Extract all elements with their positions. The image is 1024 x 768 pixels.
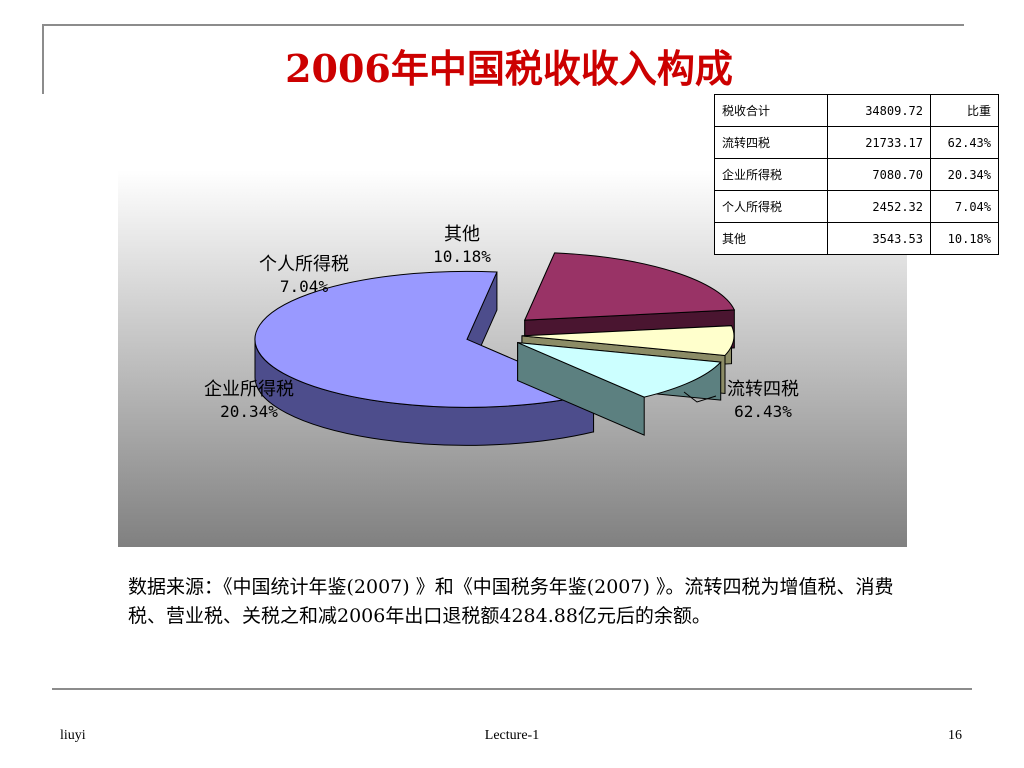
table-cell-value: 21733.17: [827, 126, 931, 159]
slice-leader-line: [683, 391, 717, 403]
pie-slice-top: [517, 342, 722, 398]
table-cell-share: 62.43%: [930, 126, 999, 159]
table-row: 企业所得税 7080.70 20.34%: [714, 158, 999, 191]
slice-label-value: 20.34%: [220, 402, 278, 421]
footer-lecture: Lecture-1: [484, 728, 540, 743]
pie-slice-top: [523, 252, 736, 321]
pie-slices: [254, 252, 736, 446]
table-cell-value: 3543.53: [827, 222, 931, 255]
table-cell-share: 10.18%: [930, 222, 999, 255]
slide-title: 2006年中国税收收入构成: [0, 38, 1024, 93]
slice-label-value: 10.18%: [433, 247, 491, 266]
slice-label-category: 个人所得税: [259, 254, 349, 275]
pie-slice-top: [521, 325, 735, 356]
slide-title-text: 2006年中国税收收入构成: [285, 46, 733, 91]
slice-label-category: 企业所得税: [204, 379, 294, 400]
pie-slice-4: [517, 341, 722, 436]
table-cell-label: 企业所得税: [714, 158, 828, 191]
table-row: 其他 3543.53 10.18%: [714, 222, 999, 255]
pie-slice-1: [254, 270, 596, 446]
table-cell-label: 税收合计: [714, 94, 828, 127]
table-row: 税收合计 34809.72 比重: [714, 94, 999, 127]
slice-label-category: 其他: [444, 224, 480, 245]
footer-rule: [52, 688, 972, 690]
footer-author: liuyi: [60, 728, 86, 743]
pie-labels: 流转四税 62.43% 企业所得税 20.34% 个人所得税 7.04% 其他 10.18%: [204, 224, 799, 421]
slide-frame-vertical: [42, 24, 44, 94]
table-cell-share: 7.04%: [930, 190, 999, 223]
table-row: 流转四税 21733.17 62.43%: [714, 126, 999, 159]
table-cell-value: 7080.70: [827, 158, 931, 191]
footer-page-number: 16: [948, 728, 962, 743]
table-cell-value: 2452.32: [827, 190, 931, 223]
slice-label-category: 流转四税: [727, 379, 799, 400]
table-cell-label: 其他: [714, 222, 828, 255]
source-note: 数据来源：《中国统计年鉴(2007) 》和《中国税务年鉴(2007) 》。流转四…: [128, 576, 894, 627]
table-cell-label: 个人所得税: [714, 190, 828, 223]
slice-label-value: 62.43%: [734, 402, 792, 421]
table-row: 个人所得税 2452.32 7.04%: [714, 190, 999, 223]
table-cell-value: 34809.72: [827, 94, 931, 127]
slice-label-value: 7.04%: [280, 277, 329, 296]
table-cell-share: 比重: [930, 94, 999, 127]
slide-frame-horizontal: [42, 24, 964, 26]
table-cell-share: 20.34%: [930, 158, 999, 191]
pie-slice-top: [254, 270, 596, 408]
table-cell-label: 流转四税: [714, 126, 828, 159]
tax-table: 税收合计 34809.72 比重 流转四税 21733.17 62.43% 企业所得税 708…: [714, 94, 999, 255]
